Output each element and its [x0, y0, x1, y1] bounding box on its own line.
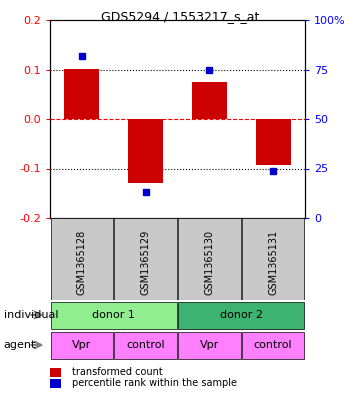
Bar [256, 119, 291, 165]
Text: individual: individual [4, 310, 58, 320]
Text: GSM1365130: GSM1365130 [204, 230, 214, 295]
Text: GDS5294 / 1553217_s_at: GDS5294 / 1553217_s_at [101, 10, 259, 23]
Bar [51, 332, 113, 358]
Text: GSM1365129: GSM1365129 [141, 230, 150, 295]
Bar [50, 368, 61, 376]
Text: agent: agent [4, 340, 36, 350]
Text: GSM1365128: GSM1365128 [77, 230, 87, 295]
Text: donor 2: donor 2 [220, 310, 263, 320]
Text: percentile rank within the sample: percentile rank within the sample [72, 378, 237, 388]
Text: control: control [126, 340, 165, 350]
Text: Vpr: Vpr [200, 340, 219, 350]
Bar [192, 82, 227, 119]
Text: Vpr: Vpr [72, 340, 91, 350]
Bar [242, 332, 304, 358]
Bar [178, 301, 304, 329]
Text: transformed count: transformed count [72, 367, 162, 377]
Text: GSM1365131: GSM1365131 [268, 230, 278, 295]
Bar [51, 218, 113, 300]
Bar [178, 332, 240, 358]
Bar [242, 218, 304, 300]
Bar [178, 218, 240, 300]
Bar [114, 332, 177, 358]
Bar [114, 218, 177, 300]
Text: control: control [254, 340, 292, 350]
Bar [64, 68, 99, 119]
Text: donor 1: donor 1 [92, 310, 135, 320]
Bar [51, 301, 177, 329]
Bar [50, 379, 61, 387]
Bar [128, 119, 163, 184]
